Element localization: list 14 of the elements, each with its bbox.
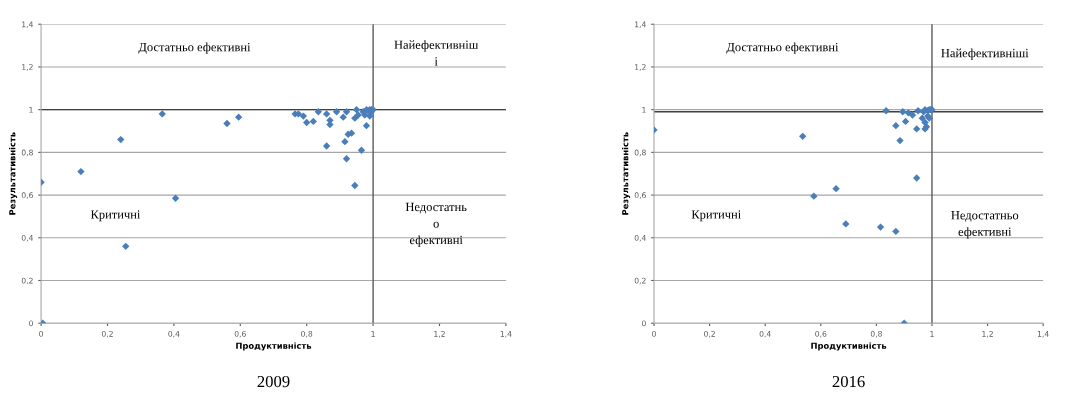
annotation: Достатньо ефективні [726,42,839,54]
y-axis-title: Результативність [8,132,18,215]
y-axis-title: Результативність [621,132,631,215]
x-axis-title: Продуктивність [236,342,312,351]
x-axis-title: Продуктивність [811,342,887,351]
annotation: Достатньо ефективні [138,42,251,54]
annotation: Недостатньо ефективні [951,211,1019,239]
annotation: Критичні [90,210,141,222]
annotation: Найефективніші [941,48,1029,60]
text: 2009 [257,375,290,388]
annotation: Найефективніш і [394,40,479,66]
text: 2016 [832,375,865,388]
annotation: Недостатнь о ефективні [405,202,467,247]
annotation: Критичні [691,210,741,222]
